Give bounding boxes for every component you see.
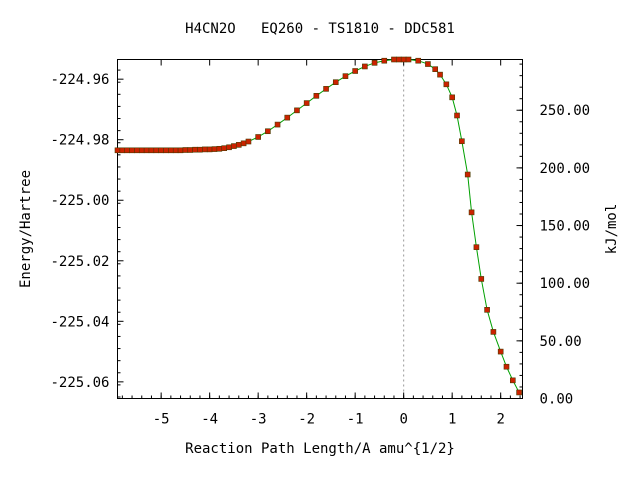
data-point [143,147,150,154]
data-point [221,145,228,151]
data-point [148,147,155,154]
data-point [396,56,402,63]
data-point [202,146,208,153]
data-point [509,377,516,384]
data-point [516,389,522,396]
x-tick-label: -3 [250,412,267,428]
data-point [323,86,329,92]
data-point [226,144,232,151]
y2-tick-label: 100.00 [540,276,591,292]
x-axis-label: Reaction Path Length/A amu^{1/2} [185,441,455,457]
data-point [206,146,213,153]
x-tick-label: -2 [298,412,315,428]
y2-axis: 250.00 200.00 150.00 100.00 50.00 0.00 [516,63,591,408]
data-point [245,138,252,145]
x-axis: -5 -4 -3 -2 -1 0 1 2 [121,59,521,428]
data-point [255,134,261,140]
data-point [443,81,450,88]
data-point [124,147,131,154]
data-point [158,147,164,154]
data-point [134,147,140,154]
chart-title: H4CN2O EQ260 - TS1810 - DDC581 [185,21,455,37]
x-tick-label: -5 [153,412,170,428]
y-tick-label: -225.02 [50,254,109,270]
y2-tick-label: 250.00 [540,103,591,119]
series-line [117,59,520,393]
data-point [168,147,174,154]
x-tick-label: 1 [448,412,456,428]
data-point [415,57,422,64]
data-point [153,147,160,154]
y2-axis-label: kJ/mol [604,204,620,255]
data-point [284,114,291,121]
data-point [303,100,310,106]
data-point [216,145,223,152]
y2-tick-label: 50.00 [540,334,582,350]
data-point [352,68,358,74]
data-point [231,143,237,149]
y-tick-label: -224.98 [50,133,109,149]
y-axis: -224.96 -224.98 -225.00 -225.02 -225.04 -225.… [50,69,124,398]
data-point [362,63,368,70]
y-tick-label: -225.06 [50,375,109,391]
data-point [265,128,271,135]
data-point [454,112,460,119]
data-point [449,94,455,101]
data-point [240,140,247,147]
data-point [381,57,388,64]
data-point [497,348,504,355]
data-point [391,56,397,63]
data-point [490,329,497,335]
y2-tick-label: 200.00 [540,161,591,177]
data-point [468,209,475,216]
data-point [114,147,121,154]
y-axis-label: Energy/Hartree [18,170,34,288]
data-point [177,147,184,154]
y2-tick-label: 0.00 [540,392,574,408]
x-tick-label: -1 [347,412,364,428]
data-point [163,147,169,154]
data-point [182,147,189,153]
data-point [473,244,480,250]
data-point [437,71,443,78]
y-tick-label: -225.04 [50,314,109,330]
data-point [464,171,471,178]
data-point [332,79,339,86]
data-point [503,363,510,370]
data-point [405,56,412,63]
data-point [274,121,281,128]
data-point [425,61,431,67]
data-point [187,147,194,153]
data-point [119,147,126,154]
data-point [294,107,300,114]
data-point [192,146,198,153]
plot-frame [117,59,523,399]
data-point [400,56,407,63]
data-point [342,73,349,79]
data-point [459,138,465,145]
x-tick-label: 2 [496,412,504,428]
data-point [172,147,179,154]
y-tick-label: -224.96 [50,72,109,88]
data-point [138,147,145,154]
data-point [197,146,203,153]
data-point [129,147,135,154]
series-layer [114,56,522,396]
y2-tick-label: 150.00 [540,219,591,235]
data-point [313,93,320,99]
data-point [432,66,438,72]
data-point [235,142,242,148]
y-tick-label: -225.00 [50,193,109,209]
data-point [371,60,378,66]
data-point [478,276,485,282]
x-tick-label: -4 [201,412,218,428]
data-point [484,307,490,313]
x-tick-label: 0 [399,412,407,428]
data-point [211,146,218,152]
